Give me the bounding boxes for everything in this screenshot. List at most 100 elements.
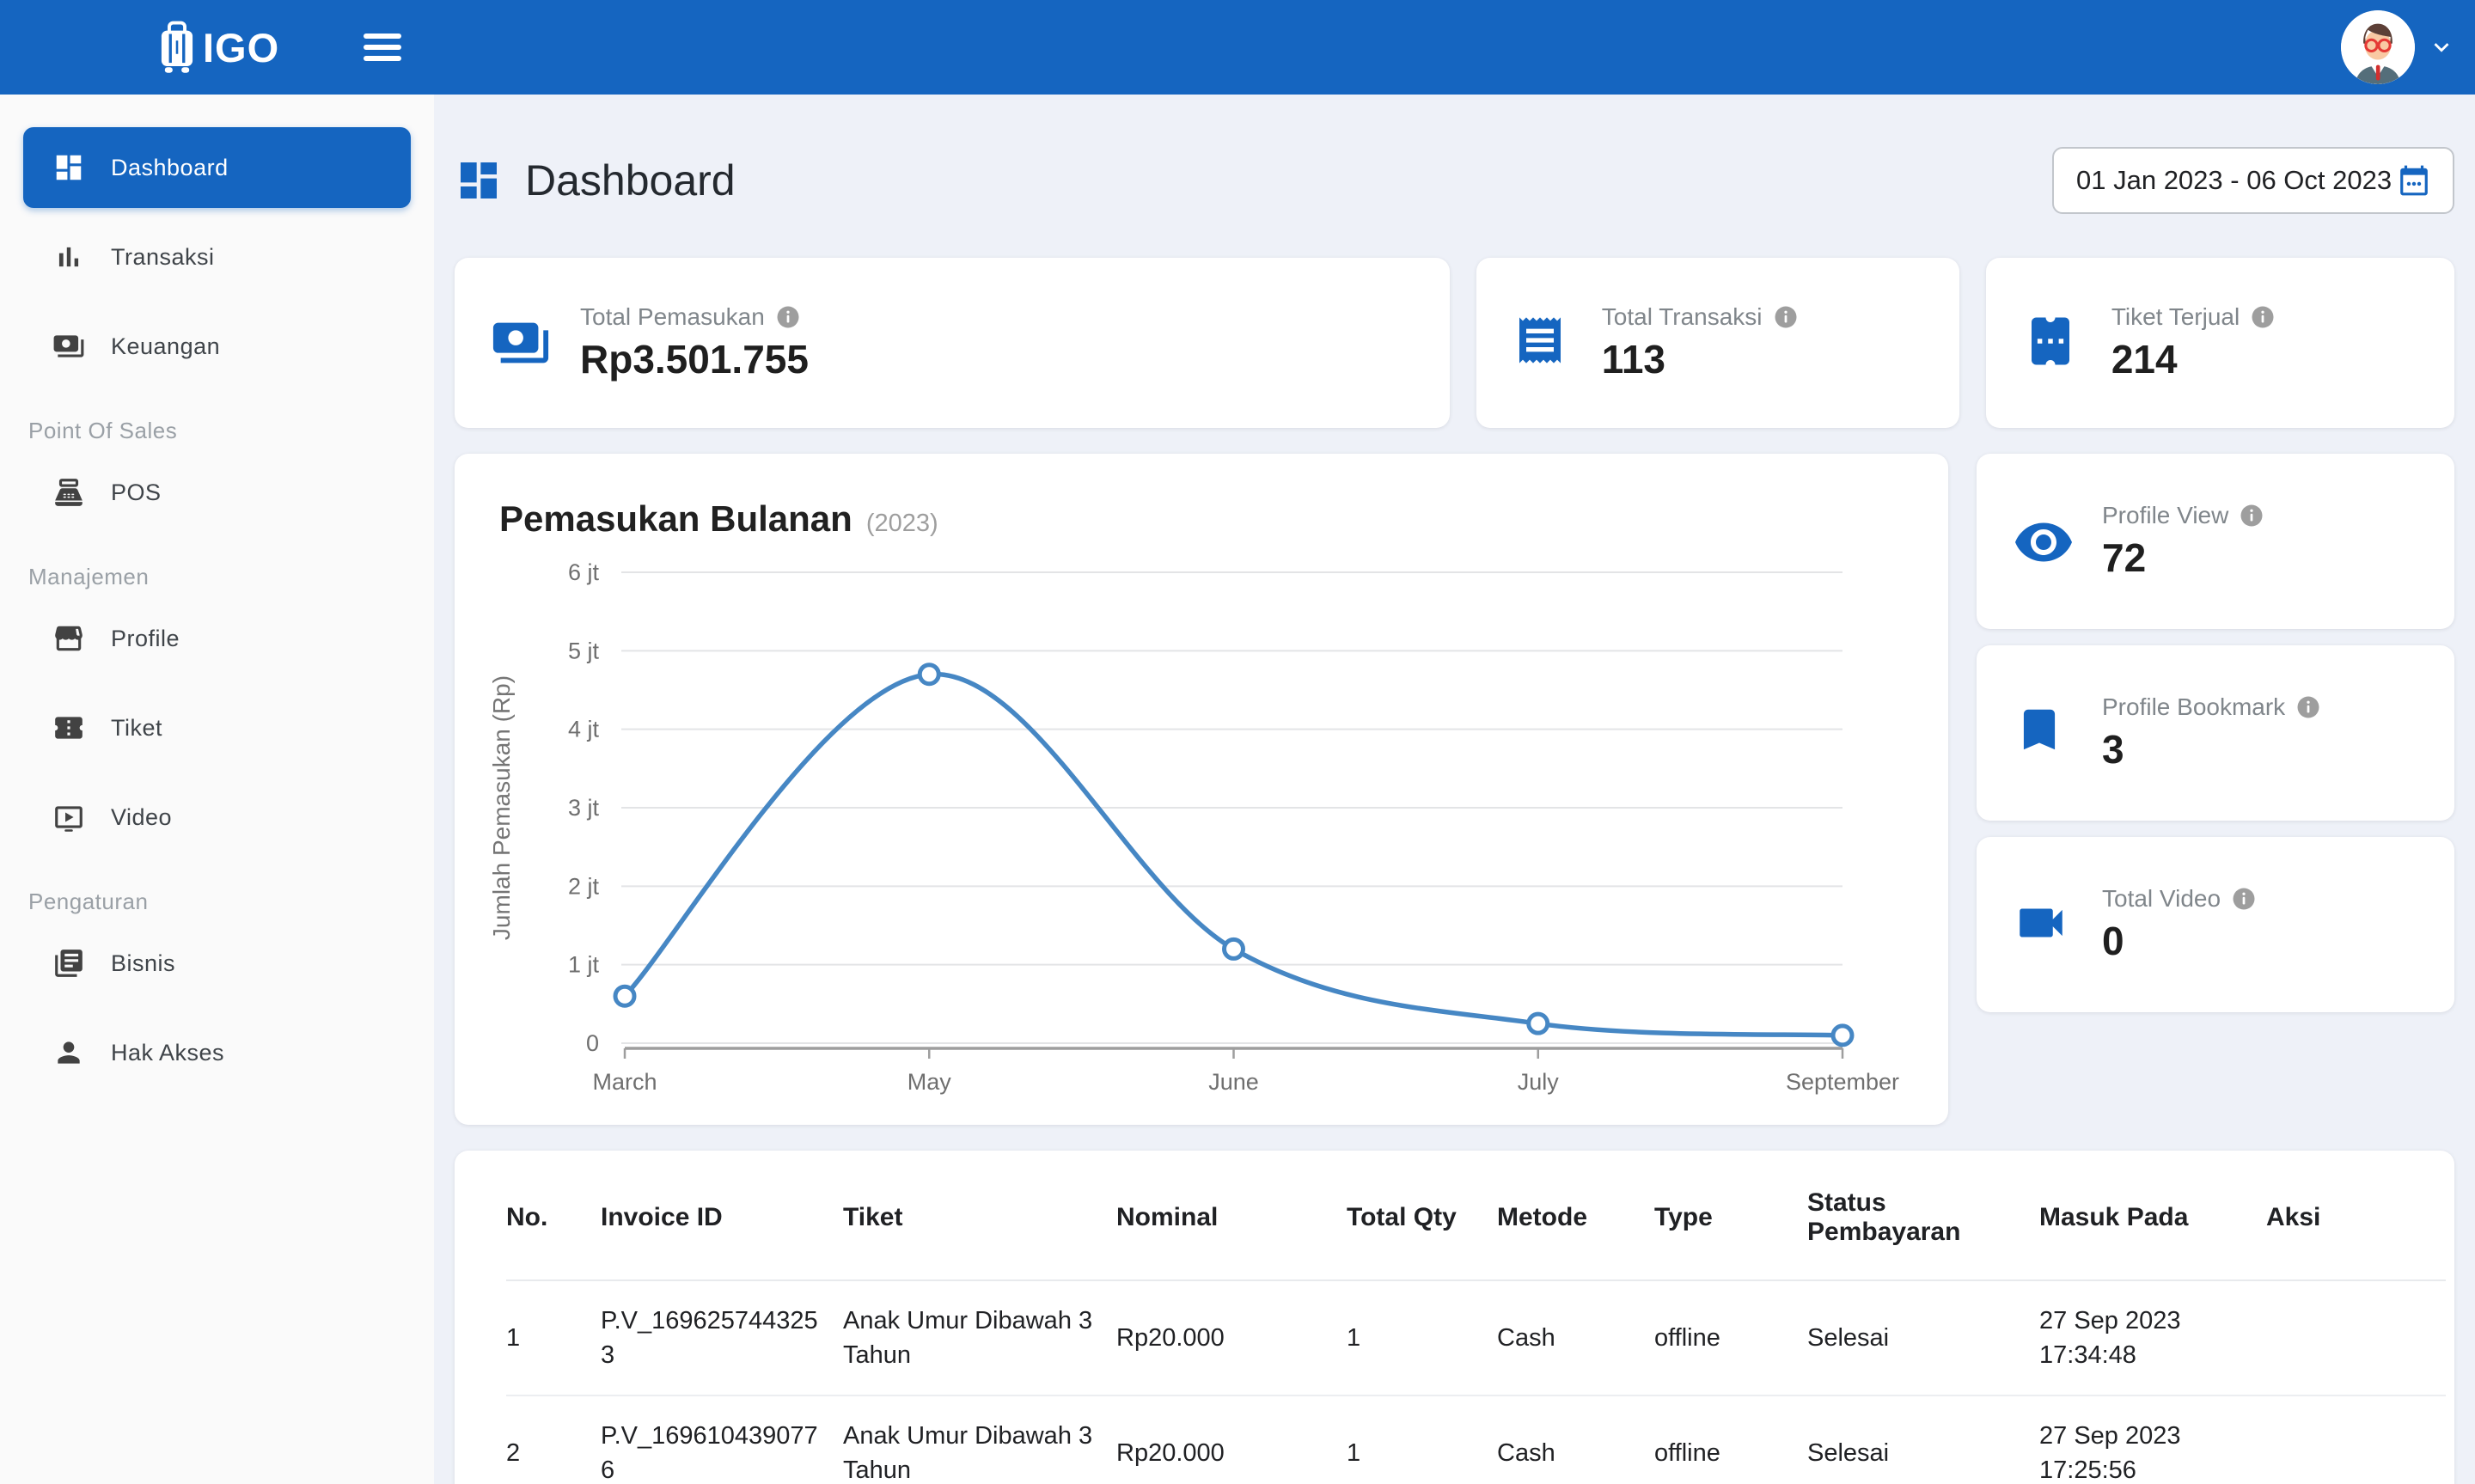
sidebar-section-point-of-sales: Point Of Sales [0, 409, 434, 452]
payments-icon [491, 313, 551, 373]
svg-text:Jumlah Pemasukan (Rp): Jumlah Pemasukan (Rp) [488, 675, 515, 940]
cell-invoice: P.V_1696257443253 [601, 1280, 843, 1395]
stat-card-total-transaksi: Total Transaksi 113 [1476, 258, 1959, 428]
library-icon [52, 947, 85, 980]
sidebar-item-bisnis[interactable]: Bisnis [23, 923, 411, 1004]
svg-text:March: March [592, 1069, 657, 1095]
date-range-value: 01 Jan 2023 - 06 Oct 2023 [2076, 165, 2392, 196]
sidebar-item-keuangan[interactable]: Keuangan [23, 306, 411, 387]
stat-value: 3 [2102, 726, 2321, 773]
page-title: Dashboard [455, 156, 736, 205]
col-no: No. [506, 1151, 601, 1280]
col-type: Type [1654, 1151, 1807, 1280]
cell-no: 1 [506, 1280, 601, 1395]
sidebar-item-dashboard[interactable]: Dashboard [23, 127, 411, 208]
stat-card-total-video: Total Video 0 [1977, 837, 2454, 1012]
stats-row: Total Pemasukan Rp3.501.755 Total Transa… [455, 258, 2454, 428]
stat-value: 0 [2102, 918, 2257, 964]
date-range-picker[interactable]: 01 Jan 2023 - 06 Oct 2023 [2052, 147, 2454, 214]
monthly-income-chart: 01 jt2 jt3 jt4 jt5 jt6 jtMarchMayJuneJul… [455, 454, 1948, 1125]
brand-text: IGO [203, 24, 279, 71]
sidebar-item-label: Keuangan [111, 333, 220, 360]
right-stats-column: Profile View 72 Profile Bookmark [1977, 454, 2454, 1012]
sidebar-item-label: Hak Akses [111, 1040, 224, 1066]
cell-type: offline [1654, 1395, 1807, 1484]
svg-text:September: September [1786, 1069, 1899, 1095]
stat-card-total-pemasukan: Total Pemasukan Rp3.501.755 [455, 258, 1450, 428]
cell-tiket: Anak Umur Dibawah 3 Tahun [843, 1280, 1116, 1395]
main-header: Dashboard 01 Jan 2023 - 06 Oct 2023 [455, 132, 2454, 229]
info-icon[interactable] [1773, 304, 1799, 330]
info-icon[interactable] [775, 304, 801, 330]
table-row[interactable]: 1 P.V_1696257443253 Anak Umur Dibawah 3 … [506, 1280, 2446, 1395]
receipt-icon [1512, 313, 1573, 373]
svg-text:5 jt: 5 jt [568, 638, 600, 663]
sidebar-item-transaksi[interactable]: Transaksi [23, 217, 411, 297]
cell-status: Selesai [1807, 1280, 2039, 1395]
stat-label: Tiket Terjual [2111, 303, 2240, 331]
sidebar-item-profile[interactable]: Profile [23, 598, 411, 679]
stat-card-profile-bookmark: Profile Bookmark 3 [1977, 645, 2454, 821]
cash-register-icon [52, 476, 85, 509]
sidebar-item-label: Dashboard [111, 155, 229, 181]
cell-qty: 1 [1347, 1395, 1497, 1484]
stat-label: Profile Bookmark [2102, 693, 2285, 721]
cell-qty: 1 [1347, 1280, 1497, 1395]
sidebar-section-manajemen: Manajemen [0, 555, 434, 598]
ticket-icon [2022, 313, 2082, 373]
stat-label: Total Transaksi [1602, 303, 1763, 331]
col-aksi: Aksi [2266, 1151, 2446, 1280]
chevron-down-icon[interactable] [2427, 33, 2456, 62]
sidebar-item-pos[interactable]: POS [23, 452, 411, 533]
sidebar-section-pengaturan: Pengaturan [0, 880, 434, 923]
main-content: Dashboard 01 Jan 2023 - 06 Oct 2023 Tota… [434, 95, 2475, 1484]
video-display-icon [52, 801, 85, 834]
dashboard-icon [52, 151, 85, 184]
info-icon[interactable] [2295, 694, 2321, 720]
masuk-date: 27 Sep 2023 [2039, 1419, 2246, 1453]
sidebar-item-video[interactable]: Video [23, 777, 411, 858]
sidebar-item-label: Transaksi [111, 244, 215, 271]
cell-nominal: Rp20.000 [1116, 1280, 1347, 1395]
cell-type: offline [1654, 1280, 1807, 1395]
col-total-qty: Total Qty [1347, 1151, 1497, 1280]
cell-no: 2 [506, 1395, 601, 1484]
sidebar-item-tiket[interactable]: Tiket [23, 687, 411, 768]
sidebar-item-label: Bisnis [111, 950, 175, 977]
sidebar-item-hak-akses[interactable]: Hak Akses [23, 1012, 411, 1093]
bar-chart-icon [52, 241, 85, 273]
sidebar-item-label: Profile [111, 626, 180, 652]
masuk-time: 17:25:56 [2039, 1453, 2246, 1484]
col-nominal: Nominal [1116, 1151, 1347, 1280]
transactions-table: No. Invoice ID Tiket Nominal Total Qty M… [506, 1151, 2446, 1484]
stat-label: Profile View [2102, 502, 2228, 529]
calendar-icon [2398, 164, 2430, 197]
stat-label: Total Pemasukan [580, 303, 765, 331]
info-icon[interactable] [2239, 503, 2264, 528]
cell-masuk-pada: 27 Sep 2023 17:25:56 [2039, 1395, 2266, 1484]
person-icon [52, 1036, 85, 1069]
avatar[interactable] [2341, 10, 2415, 84]
table-row[interactable]: 2 P.V_1696104390776 Anak Umur Dibawah 3 … [506, 1395, 2446, 1484]
svg-text:6 jt: 6 jt [568, 559, 600, 585]
info-icon[interactable] [2231, 886, 2257, 912]
transactions-table-card: No. Invoice ID Tiket Nominal Total Qty M… [455, 1151, 2454, 1484]
dashboard-icon [455, 156, 503, 205]
svg-text:3 jt: 3 jt [568, 795, 600, 821]
menu-icon[interactable] [358, 28, 406, 66]
bookmark-icon [2013, 703, 2073, 763]
cell-metode: Cash [1497, 1395, 1654, 1484]
sidebar-item-label: POS [111, 479, 162, 506]
page-title-text: Dashboard [525, 156, 736, 205]
col-tiket: Tiket [843, 1151, 1116, 1280]
info-icon[interactable] [2250, 304, 2276, 330]
cell-invoice: P.V_1696104390776 [601, 1395, 843, 1484]
svg-text:4 jt: 4 jt [568, 717, 600, 742]
stat-value: Rp3.501.755 [580, 336, 809, 382]
payments-icon [52, 330, 85, 363]
cell-aksi [2266, 1280, 2446, 1395]
sidebar-item-label: Tiket [111, 715, 162, 742]
cell-nominal: Rp20.000 [1116, 1395, 1347, 1484]
cell-masuk-pada: 27 Sep 2023 17:34:48 [2039, 1280, 2266, 1395]
svg-text:1 jt: 1 jt [568, 952, 600, 978]
